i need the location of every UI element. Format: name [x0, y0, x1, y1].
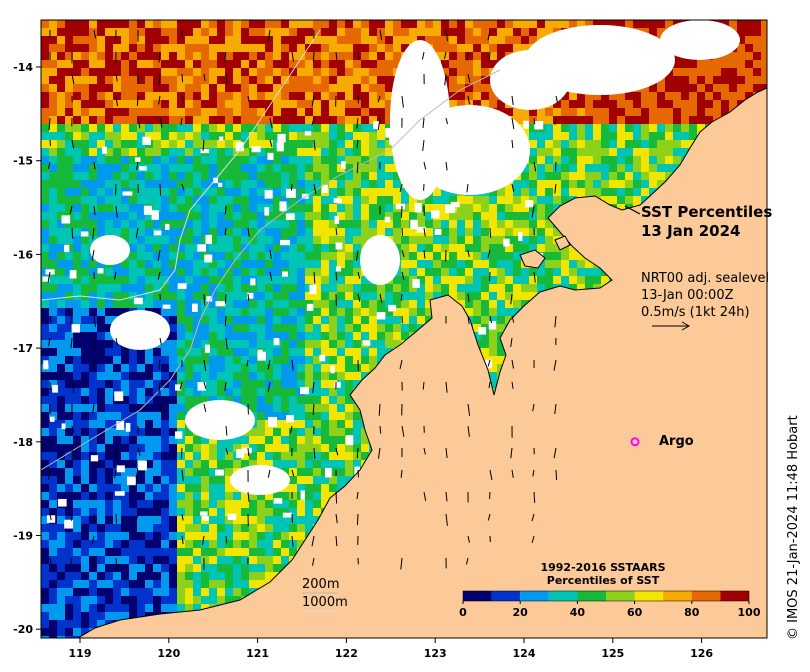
colorbar-swatch — [491, 591, 521, 601]
lon-tick-label: 121 — [246, 647, 269, 660]
current-scale-arrow — [652, 321, 691, 331]
colorbar-swatch — [548, 591, 578, 601]
current-info-line-2: 13-Jan 00:00Z — [641, 288, 734, 303]
latitude-axis: -14 -15 -16 -17 -18 -19 -20 — [13, 61, 41, 636]
lat-tick-label: -16 — [13, 248, 33, 261]
lon-tick-label: 119 — [69, 647, 92, 660]
colorbar-swatch — [663, 591, 692, 601]
lat-tick-label: -15 — [13, 155, 33, 168]
lat-tick-label: -19 — [13, 530, 33, 543]
lon-tick-label: 120 — [157, 647, 180, 660]
lon-tick-label: 124 — [513, 647, 536, 660]
title-line-2: 13 Jan 2024 — [641, 222, 741, 240]
lat-tick-label: -14 — [13, 61, 33, 74]
current-info: NRT00 adj. sealevel 13-Jan 00:00Z 0.5m/s… — [641, 270, 769, 321]
colorbar-swatch — [720, 591, 749, 601]
land-mass — [77, 20, 767, 638]
colorbar-swatch — [520, 591, 549, 601]
isobath-200m — [41, 69, 501, 471]
isobath-1000m — [41, 29, 321, 301]
colorbar-title-line-2: Percentiles of SST — [546, 574, 660, 587]
lon-tick-label: 126 — [690, 647, 713, 660]
map-title: SST Percentiles 13 Jan 2024 — [641, 203, 772, 241]
colorbar-tick-label: 20 — [513, 606, 529, 619]
colorbar-swatch — [691, 591, 721, 601]
colorbar-swatch — [634, 591, 664, 601]
current-info-line-1: NRT00 adj. sealevel — [641, 271, 770, 286]
colorbar-tick-label: 80 — [684, 606, 700, 619]
colorbar-title-line-1: 1992-2016 SSTAARS — [540, 561, 666, 574]
colorbar-swatch — [463, 591, 492, 601]
colorbar-tick-label: 100 — [738, 606, 761, 619]
argo-float-marker — [630, 437, 640, 447]
title-line-1: SST Percentiles — [641, 203, 773, 221]
title-pointer — [624, 205, 641, 215]
lon-tick-label: 123 — [424, 647, 447, 660]
colorbar-tick-label: 0 — [459, 606, 467, 619]
colorbar-tick-label: 40 — [570, 606, 586, 619]
isobath-200m-label: 200m — [302, 577, 340, 592]
lat-tick-label: -17 — [13, 342, 33, 355]
colorbar-tick-label: 60 — [627, 606, 643, 619]
longitude-axis: 119 120 121 122 123 124 125 126 — [69, 638, 713, 660]
isobath-1000m-label: 1000m — [302, 595, 348, 610]
colorbar-title: 1992-2016 SSTAARS Percentiles of SST — [523, 561, 683, 587]
lon-tick-label: 122 — [335, 647, 358, 660]
argo-label: Argo — [659, 434, 694, 449]
current-vectors — [47, 29, 558, 570]
lat-tick-label: -20 — [13, 623, 33, 636]
current-info-line-3: 0.5m/s (1kt 24h) — [641, 305, 750, 320]
plot-frame — [40, 19, 768, 639]
colorbar-swatch — [577, 591, 606, 601]
island-1 — [519, 249, 546, 269]
lat-tick-label: -18 — [13, 436, 33, 449]
colorbar-swatch — [606, 591, 635, 601]
island-2 — [554, 235, 571, 251]
lon-tick-label: 125 — [601, 647, 624, 660]
colorbar: 0 20 40 60 80 100 — [459, 590, 761, 619]
copyright-text: © IMOS 21-Jan-2024 11:48 Hobart — [786, 415, 801, 640]
